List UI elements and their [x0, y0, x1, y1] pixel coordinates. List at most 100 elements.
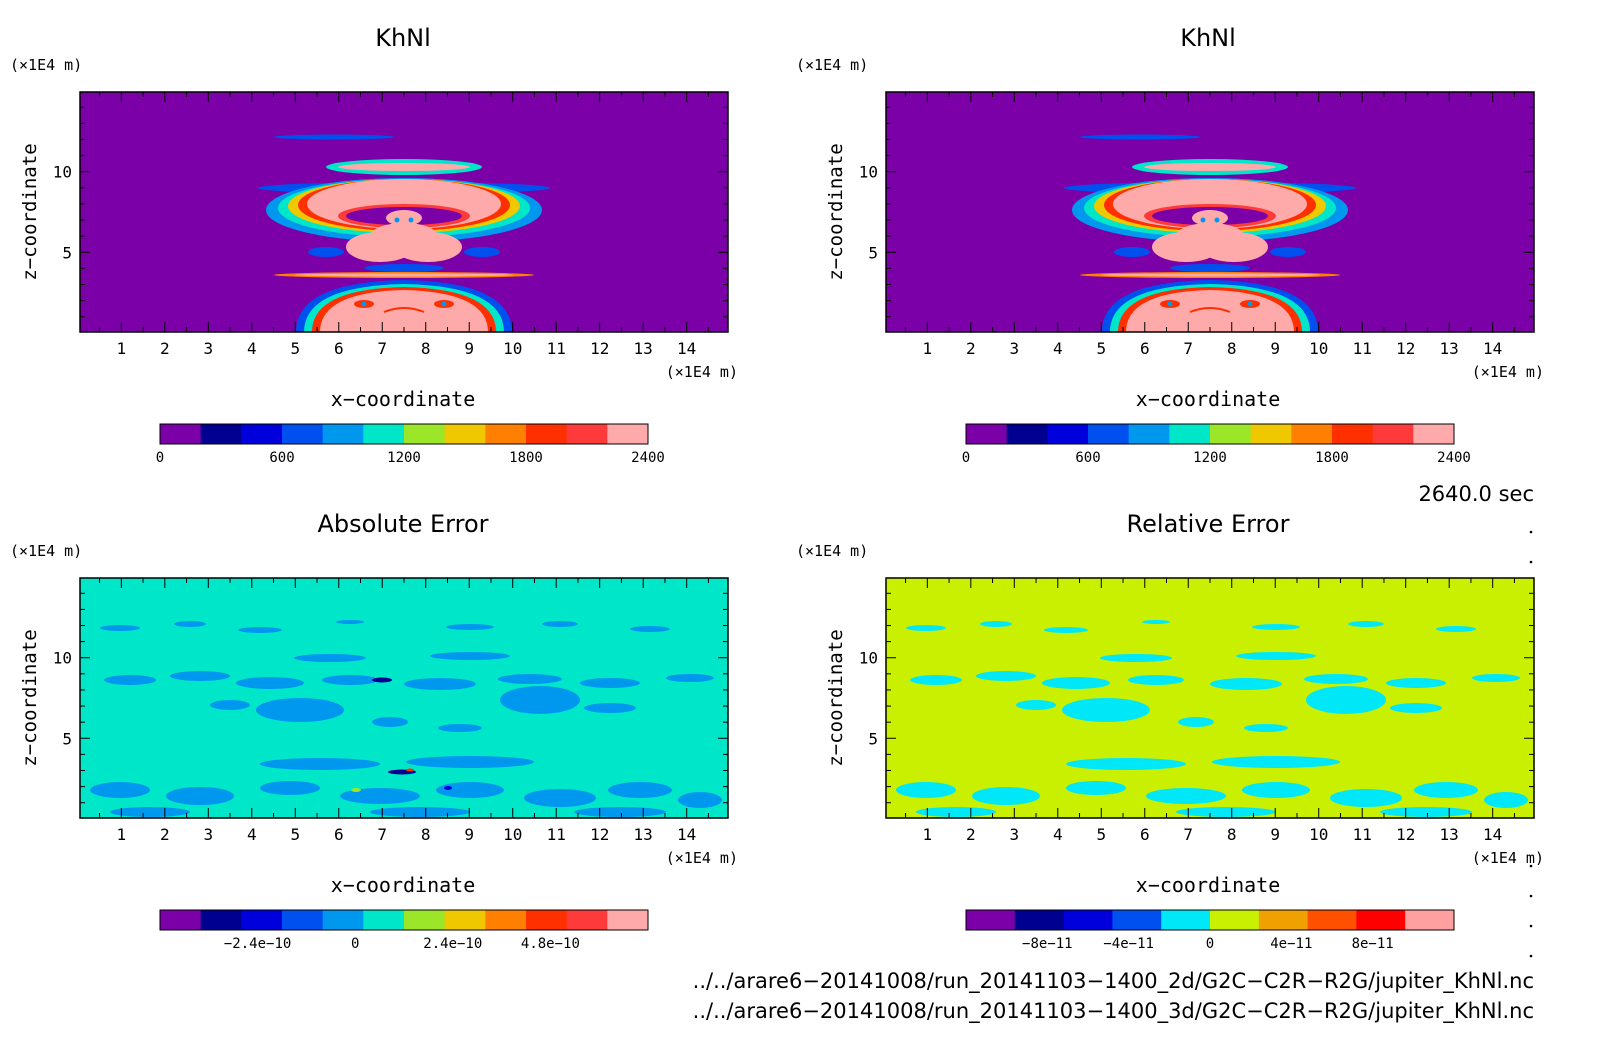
x-tick-label: 9 [464, 825, 474, 844]
colorbar-swatch [1372, 424, 1414, 444]
x-tick-label: 8 [1227, 825, 1237, 844]
x-unit-label: (×1E4 m) [1472, 363, 1544, 381]
colorbar-swatch [1063, 910, 1113, 930]
x-unit-label: (×1E4 m) [666, 849, 738, 867]
z-axis-label: z−coordinate [825, 143, 847, 280]
x-tick-label: 13 [1440, 339, 1459, 358]
z-unit-label: (×1E4 m) [10, 56, 82, 74]
x-tick-label: 10 [503, 339, 522, 358]
x-axis-label: x−coordinate [331, 873, 476, 897]
colorbar-swatch [1006, 424, 1048, 444]
colorbar-tick-label: 1800 [1315, 450, 1349, 466]
colorbar-tick-label: 0 [156, 450, 164, 466]
colorbar-swatch [444, 910, 486, 930]
colorbar-swatch [1307, 910, 1357, 930]
colorbar-swatch [200, 910, 242, 930]
colorbar-swatch [1112, 910, 1162, 930]
colorbar-frame [965, 423, 1455, 445]
x-tick-label: 5 [290, 339, 300, 358]
colorbar: −8e−11 −4e−11 0 4e−11 8e−11 [965, 909, 1455, 952]
colorbar-swatch [485, 910, 527, 930]
colorbar-swatch [1128, 424, 1170, 444]
x-tick-label: 9 [1270, 339, 1280, 358]
y-tick-label: 10 [859, 649, 878, 668]
panel-bottom-left: Absolute Error (×1E4 m) [10, 510, 738, 952]
colorbar-tick-label: −4e−11 [1103, 936, 1154, 952]
x-unit-label: (×1E4 m) [666, 363, 738, 381]
x-tick-label: 4 [1053, 339, 1063, 358]
colorbar-swatch [322, 910, 364, 930]
x-tick-label: 14 [1483, 825, 1502, 844]
colorbar-swatch [1291, 424, 1333, 444]
colorbar-tick-label: 2400 [1437, 450, 1471, 466]
x-tick-label: 6 [334, 339, 344, 358]
x-tick-label: 3 [1009, 339, 1019, 358]
contour-field [1064, 134, 1356, 332]
x-tick-label: 1 [922, 825, 932, 844]
colorbar: −2.4e−10 0 2.4e−10 4.8e−10 [159, 909, 649, 952]
colorbar-swatch [282, 910, 324, 930]
x-tick-label: 2 [966, 339, 976, 358]
colorbar-swatch [1169, 424, 1211, 444]
colorbar-swatch [363, 910, 405, 930]
x-tick-label: 5 [1096, 825, 1106, 844]
y-tick-label: 5 [62, 243, 72, 262]
x-tick-label: 2 [160, 825, 170, 844]
x-tick-label: 7 [377, 825, 387, 844]
colorbar-swatch [160, 910, 202, 930]
colorbar-swatch [282, 424, 324, 444]
plot-area [886, 578, 1534, 818]
colorbar-tick-label: 8e−11 [1352, 936, 1394, 952]
x-tick-label: 4 [247, 339, 257, 358]
file-path-3d: ../../arare6−20141008/run_20141103−1400_… [693, 999, 1534, 1024]
panel-top-left: KhNl (×1E4 m) [10, 24, 738, 466]
colorbar-tick-label: 2400 [631, 450, 665, 466]
x-tick-label: 4 [247, 825, 257, 844]
x-tick-label: 1 [116, 339, 126, 358]
colorbar-frame [159, 423, 649, 445]
colorbar-swatch [160, 424, 202, 444]
x-tick-label: 8 [1227, 339, 1237, 358]
x-tick-label: 1 [116, 825, 126, 844]
z-unit-label: (×1E4 m) [10, 542, 82, 560]
colorbar-swatch [1014, 910, 1065, 930]
colorbar-tick-label: 2.4e−10 [423, 936, 482, 952]
colorbar-swatch [363, 424, 405, 444]
colorbar-tick-label: 0 [351, 936, 359, 952]
y-tick-label: 10 [53, 163, 72, 182]
x-axis-label: x−coordinate [1136, 387, 1281, 411]
colorbar-swatch [444, 424, 486, 444]
colorbar-swatch [1258, 910, 1309, 930]
colorbar-swatch [1088, 424, 1130, 444]
x-tick-label: 6 [334, 825, 344, 844]
colorbar-swatch [1332, 424, 1374, 444]
x-tick-label: 12 [1396, 825, 1415, 844]
colorbar-swatch [241, 910, 283, 930]
y-tick-label: 10 [859, 163, 878, 182]
colorbar-tick-label: 4e−11 [1270, 936, 1312, 952]
colorbar-swatch [485, 424, 527, 444]
y-tick-label: 5 [868, 243, 878, 262]
colorbar-swatch [1413, 424, 1455, 444]
x-tick-label: 3 [1009, 825, 1019, 844]
colorbar-tick-label: 1200 [387, 450, 421, 466]
colorbar: 0 600 1200 1800 2400 [962, 423, 1471, 466]
x-axis-label: x−coordinate [331, 387, 476, 411]
x-tick-label: 10 [1309, 825, 1328, 844]
z-unit-label: (×1E4 m) [796, 56, 868, 74]
colorbar-swatch [1250, 424, 1292, 444]
panel-title: KhNl [375, 24, 431, 52]
panel-title: Relative Error [1127, 510, 1290, 538]
colorbar-tick-label: 0 [962, 450, 970, 466]
colorbar-tick-label: 600 [269, 450, 294, 466]
x-tick-label: 11 [1353, 339, 1372, 358]
contour-field [90, 620, 722, 817]
x-tick-label: 1 [922, 339, 932, 358]
colorbar-swatch [322, 424, 364, 444]
colorbar-swatch [966, 424, 1008, 444]
colorbar-swatch [1047, 424, 1089, 444]
x-tick-label: 4 [1053, 825, 1063, 844]
x-tick-label: 11 [547, 339, 566, 358]
contour-field [258, 134, 550, 332]
